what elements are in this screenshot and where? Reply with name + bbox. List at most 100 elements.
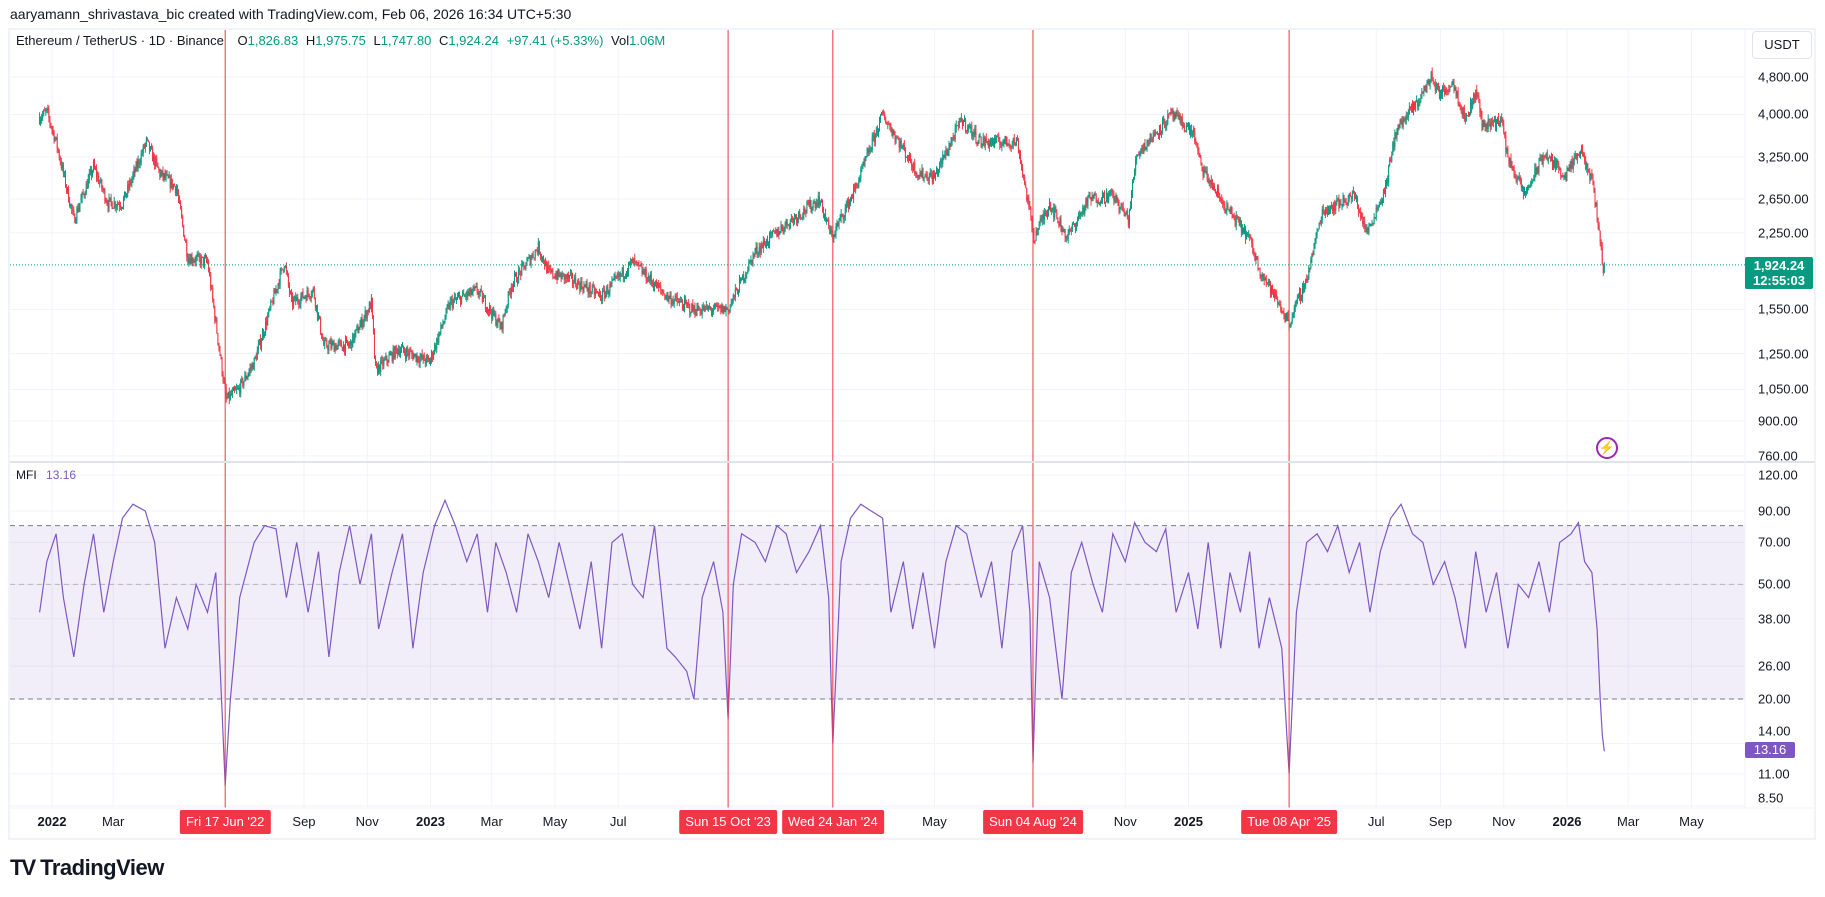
candle-body (160, 172, 162, 177)
candle-body (1506, 148, 1508, 153)
candle-body (1100, 201, 1102, 203)
candle-body (1068, 229, 1070, 234)
tradingview-logo[interactable]: TV TradingView (10, 855, 164, 881)
candle-body (633, 258, 635, 264)
candle-body (582, 287, 584, 292)
candle-body (55, 136, 57, 139)
candle-body (69, 201, 71, 207)
time-tick-label: Mar (1616, 814, 1640, 829)
candle-body (228, 391, 230, 400)
candle-body (817, 196, 819, 207)
candle-body (1296, 296, 1298, 301)
candle-body (1488, 118, 1490, 123)
candle-body (898, 139, 900, 148)
candle-body (995, 137, 997, 143)
candle-body (189, 258, 191, 264)
candle-body (1265, 278, 1267, 283)
candle-body (380, 360, 382, 372)
candle-body (927, 180, 929, 182)
candle-body (1461, 111, 1463, 116)
candle-body (753, 254, 755, 256)
candle-body (1573, 156, 1575, 162)
candle-body (650, 274, 652, 282)
candle-body (730, 303, 732, 306)
candle-body (960, 117, 962, 121)
candle-body (197, 254, 199, 256)
candle-body (175, 188, 177, 193)
candle-body (908, 159, 910, 161)
candle-body (931, 174, 933, 183)
candle-body (771, 232, 773, 234)
candle-body (1329, 210, 1331, 212)
symbol-title[interactable]: Ethereum / TetherUS · 1D · Binance (16, 33, 224, 48)
candle-body (810, 200, 812, 211)
candle-body (1370, 223, 1372, 226)
candle-body (217, 333, 219, 344)
marker-date-label: Sun 04 Aug '24 (983, 810, 1083, 834)
candle-body (310, 295, 312, 298)
candle-body (412, 354, 414, 360)
candle-body (1419, 101, 1421, 104)
candle-body (1256, 256, 1258, 258)
volume-value: 1.06M (629, 33, 666, 48)
lightning-icon[interactable]: ⚡ (1596, 437, 1618, 459)
candle-body (818, 196, 820, 205)
candle-body (723, 306, 725, 314)
mfi-band-fill (10, 525, 1745, 699)
candle-body (767, 239, 769, 245)
candle-body (1057, 217, 1059, 223)
candle-body (1555, 160, 1557, 170)
candle-body (187, 256, 189, 263)
candle-body (827, 219, 829, 221)
candle-body (432, 352, 434, 358)
candle-body (1320, 219, 1322, 224)
candle-body (858, 180, 860, 188)
candle-body (1538, 158, 1540, 173)
candle-body (788, 224, 790, 228)
candle-body (1230, 209, 1232, 211)
candle-body (893, 131, 895, 134)
candle-body (1023, 174, 1025, 178)
candle-body (1323, 211, 1325, 215)
candle-body (522, 262, 524, 265)
candle-body (92, 162, 94, 171)
candle-body (1029, 205, 1031, 208)
candle-body (634, 258, 636, 262)
candle-body (276, 289, 278, 291)
candle-body (1489, 122, 1491, 127)
candle-body (929, 172, 931, 176)
candle-body (990, 139, 992, 144)
candle-body (1318, 222, 1320, 230)
candle-body (956, 125, 958, 127)
candle-body (910, 153, 912, 163)
candle-body (78, 207, 80, 212)
candle-body (280, 268, 282, 272)
candle-body (569, 273, 571, 276)
price-tick-label: 760.00 (1758, 448, 1798, 464)
candle-body (474, 286, 476, 289)
candle-body (1070, 230, 1072, 232)
candle-body (389, 354, 391, 356)
mfi-legend[interactable]: MFI 13.16 (16, 468, 76, 482)
candle-body (969, 125, 971, 129)
candle-body (872, 134, 874, 138)
time-tick-label: 2022 (37, 814, 67, 829)
candle-body (106, 201, 108, 204)
candle-body (1003, 139, 1005, 143)
currency-button[interactable]: USDT (1752, 31, 1812, 59)
candle-body (712, 311, 714, 313)
candle-body (1379, 201, 1381, 205)
candle-body (1168, 114, 1170, 116)
candle-body (663, 293, 665, 295)
candle-body (1133, 177, 1135, 183)
candle-body (1261, 276, 1263, 278)
candle-body (1575, 154, 1577, 159)
mfi-tick-label: 38.00 (1758, 611, 1791, 627)
candle-body (335, 345, 337, 350)
candle-body (587, 289, 589, 293)
candle-body (1449, 86, 1451, 92)
candle-body (1336, 200, 1338, 203)
candle-body (1587, 163, 1589, 172)
candle-body (807, 202, 809, 204)
